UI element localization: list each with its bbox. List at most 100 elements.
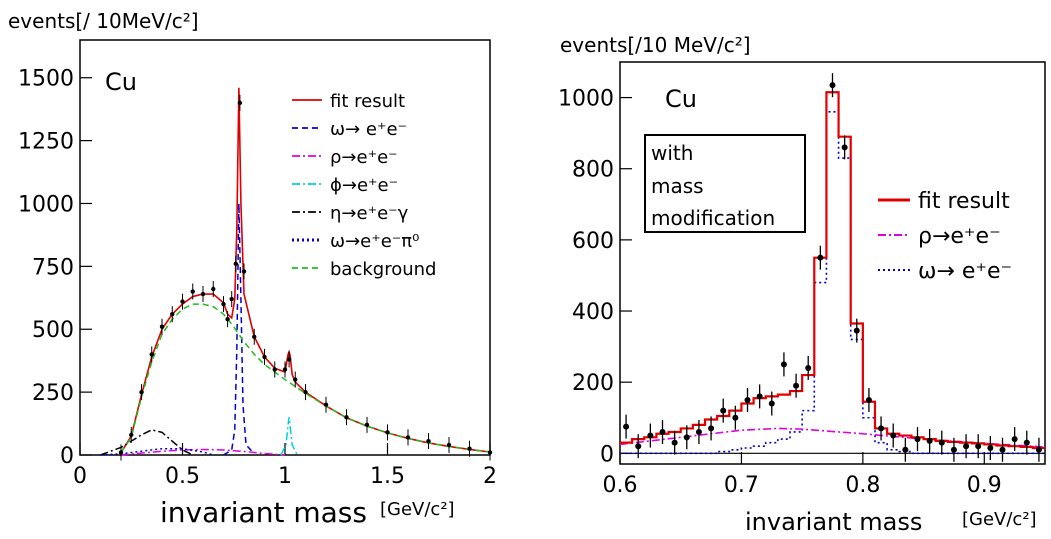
left-x-tick-label: 0.5 bbox=[165, 464, 200, 489]
left-y-tick-label: 250 bbox=[32, 381, 74, 406]
right-x-tick-label: 0.9 bbox=[967, 473, 1002, 498]
right-data-point bbox=[890, 432, 897, 439]
left-data-point bbox=[237, 100, 243, 106]
right-plot-frame bbox=[619, 61, 1046, 465]
left-legend-label: ρ→e⁺e⁻ bbox=[330, 147, 398, 168]
right-data-point bbox=[635, 443, 642, 450]
right-x-ticks: 0.6 0.7 0.8 0.9 bbox=[603, 452, 1002, 498]
left-data-point bbox=[446, 442, 452, 448]
left-data-point bbox=[364, 422, 370, 428]
left-data-point bbox=[211, 286, 216, 292]
right-chart: events[/10 MeV/c²] Cu with mass modifica… bbox=[558, 33, 1046, 536]
left-data-point bbox=[159, 324, 165, 329]
left-data-point bbox=[139, 389, 144, 395]
right-y-tick-label: 1000 bbox=[558, 87, 614, 112]
left-legend-label: background bbox=[330, 259, 436, 280]
right-data-point bbox=[720, 407, 727, 414]
left-data-point bbox=[262, 354, 267, 360]
right-data-point bbox=[841, 144, 848, 151]
left-data-point bbox=[487, 450, 493, 455]
right-data-point bbox=[999, 446, 1006, 453]
left-y-tick-label: 0 bbox=[60, 444, 74, 469]
left-data-point bbox=[303, 389, 308, 395]
right-series bbox=[619, 73, 1046, 462]
left-series-line bbox=[120, 448, 286, 456]
right-data-point bbox=[914, 436, 921, 443]
right-data-point bbox=[1011, 436, 1018, 443]
right-data-point bbox=[829, 82, 836, 89]
right-legend: fit result ρ→e⁺e⁻ ω→ e⁺e⁻ bbox=[878, 189, 1012, 284]
left-x-tick-label: 2 bbox=[483, 464, 497, 489]
left-data-point bbox=[282, 367, 288, 372]
left-y-tick-label: 1500 bbox=[18, 67, 74, 92]
right-data-point bbox=[744, 396, 751, 403]
left-y-axis-label: events[/ 10MeV/c²] bbox=[8, 9, 199, 33]
right-target-label: Cu bbox=[665, 85, 697, 113]
right-y-tick-label: 600 bbox=[572, 229, 614, 254]
right-x-axis-unit: [GeV/c²] bbox=[962, 509, 1037, 530]
left-data-point bbox=[229, 296, 234, 302]
left-data-point bbox=[118, 450, 124, 455]
left-data-point bbox=[323, 402, 329, 407]
right-data-point bbox=[950, 446, 957, 453]
left-legend-label: ω→ e⁺e⁻ bbox=[330, 119, 407, 140]
left-data-point bbox=[385, 430, 390, 435]
left-legend-label: fit result bbox=[330, 91, 405, 112]
left-target-label: Cu bbox=[105, 68, 137, 96]
right-data-point bbox=[671, 439, 678, 446]
left-data-point bbox=[200, 291, 206, 297]
right-y-tick-label: 400 bbox=[572, 300, 614, 325]
box-line-2: mass bbox=[651, 174, 704, 198]
left-x-ticks: 0 0.5 1 1.5 2 bbox=[73, 443, 497, 489]
left-data-point bbox=[344, 415, 349, 420]
left-y-ticks: 0 250 500 750 1000 1250 1500 bbox=[18, 67, 92, 469]
right-data-point bbox=[1035, 446, 1042, 453]
right-y-ticks: 0 200 400 600 800 1000 bbox=[558, 87, 632, 467]
right-x-tick-label: 0.8 bbox=[845, 473, 880, 498]
left-legend-label: η→e⁺e⁻γ bbox=[330, 203, 409, 224]
right-data-point bbox=[695, 428, 702, 435]
right-x-axis-label: invariant mass bbox=[745, 508, 922, 536]
box-line-1: with bbox=[651, 141, 693, 165]
left-y-tick-label: 1000 bbox=[18, 192, 74, 217]
right-y-axis-label: events[/10 MeV/c²] bbox=[560, 33, 751, 57]
left-data-point bbox=[180, 299, 185, 304]
right-x-tick-label: 0.7 bbox=[724, 473, 759, 498]
right-data-point bbox=[768, 400, 775, 407]
right-data-point bbox=[878, 425, 885, 432]
right-data-point bbox=[756, 393, 763, 400]
left-data-point bbox=[149, 352, 154, 357]
left-series-line bbox=[223, 203, 255, 456]
right-y-tick-label: 200 bbox=[572, 371, 614, 396]
left-data-point bbox=[225, 316, 230, 322]
left-data-point bbox=[170, 311, 175, 317]
right-y-tick-label: 0 bbox=[600, 442, 614, 467]
left-data-point bbox=[293, 377, 298, 382]
left-data-point bbox=[233, 261, 238, 267]
right-data-point bbox=[793, 382, 800, 389]
right-data-point bbox=[780, 361, 787, 368]
right-y-tick-label: 800 bbox=[572, 158, 614, 183]
right-legend-label: fit result bbox=[918, 189, 1010, 214]
right-data-point bbox=[938, 439, 945, 446]
left-data-point bbox=[405, 435, 411, 440]
left-y-tick-label: 1250 bbox=[18, 130, 74, 155]
left-data-point bbox=[221, 301, 226, 307]
right-data-point bbox=[853, 327, 860, 334]
left-x-tick-label: 1.5 bbox=[370, 464, 405, 489]
left-x-tick-label: 1 bbox=[278, 464, 292, 489]
left-data-point bbox=[129, 432, 134, 438]
left-data-point bbox=[190, 289, 195, 294]
right-data-point bbox=[1023, 439, 1030, 446]
right-data-point bbox=[902, 446, 909, 453]
right-data-point bbox=[647, 432, 654, 439]
mass-modification-box bbox=[644, 134, 806, 233]
left-data-point bbox=[467, 446, 472, 451]
right-data-point bbox=[865, 396, 872, 403]
left-data-point bbox=[286, 357, 292, 362]
left-data-point bbox=[252, 334, 257, 339]
left-data-point bbox=[241, 269, 247, 274]
left-legend-label: ω→e⁺e⁻π⁰ bbox=[330, 231, 419, 252]
left-x-axis-label: invariant mass bbox=[160, 496, 367, 529]
